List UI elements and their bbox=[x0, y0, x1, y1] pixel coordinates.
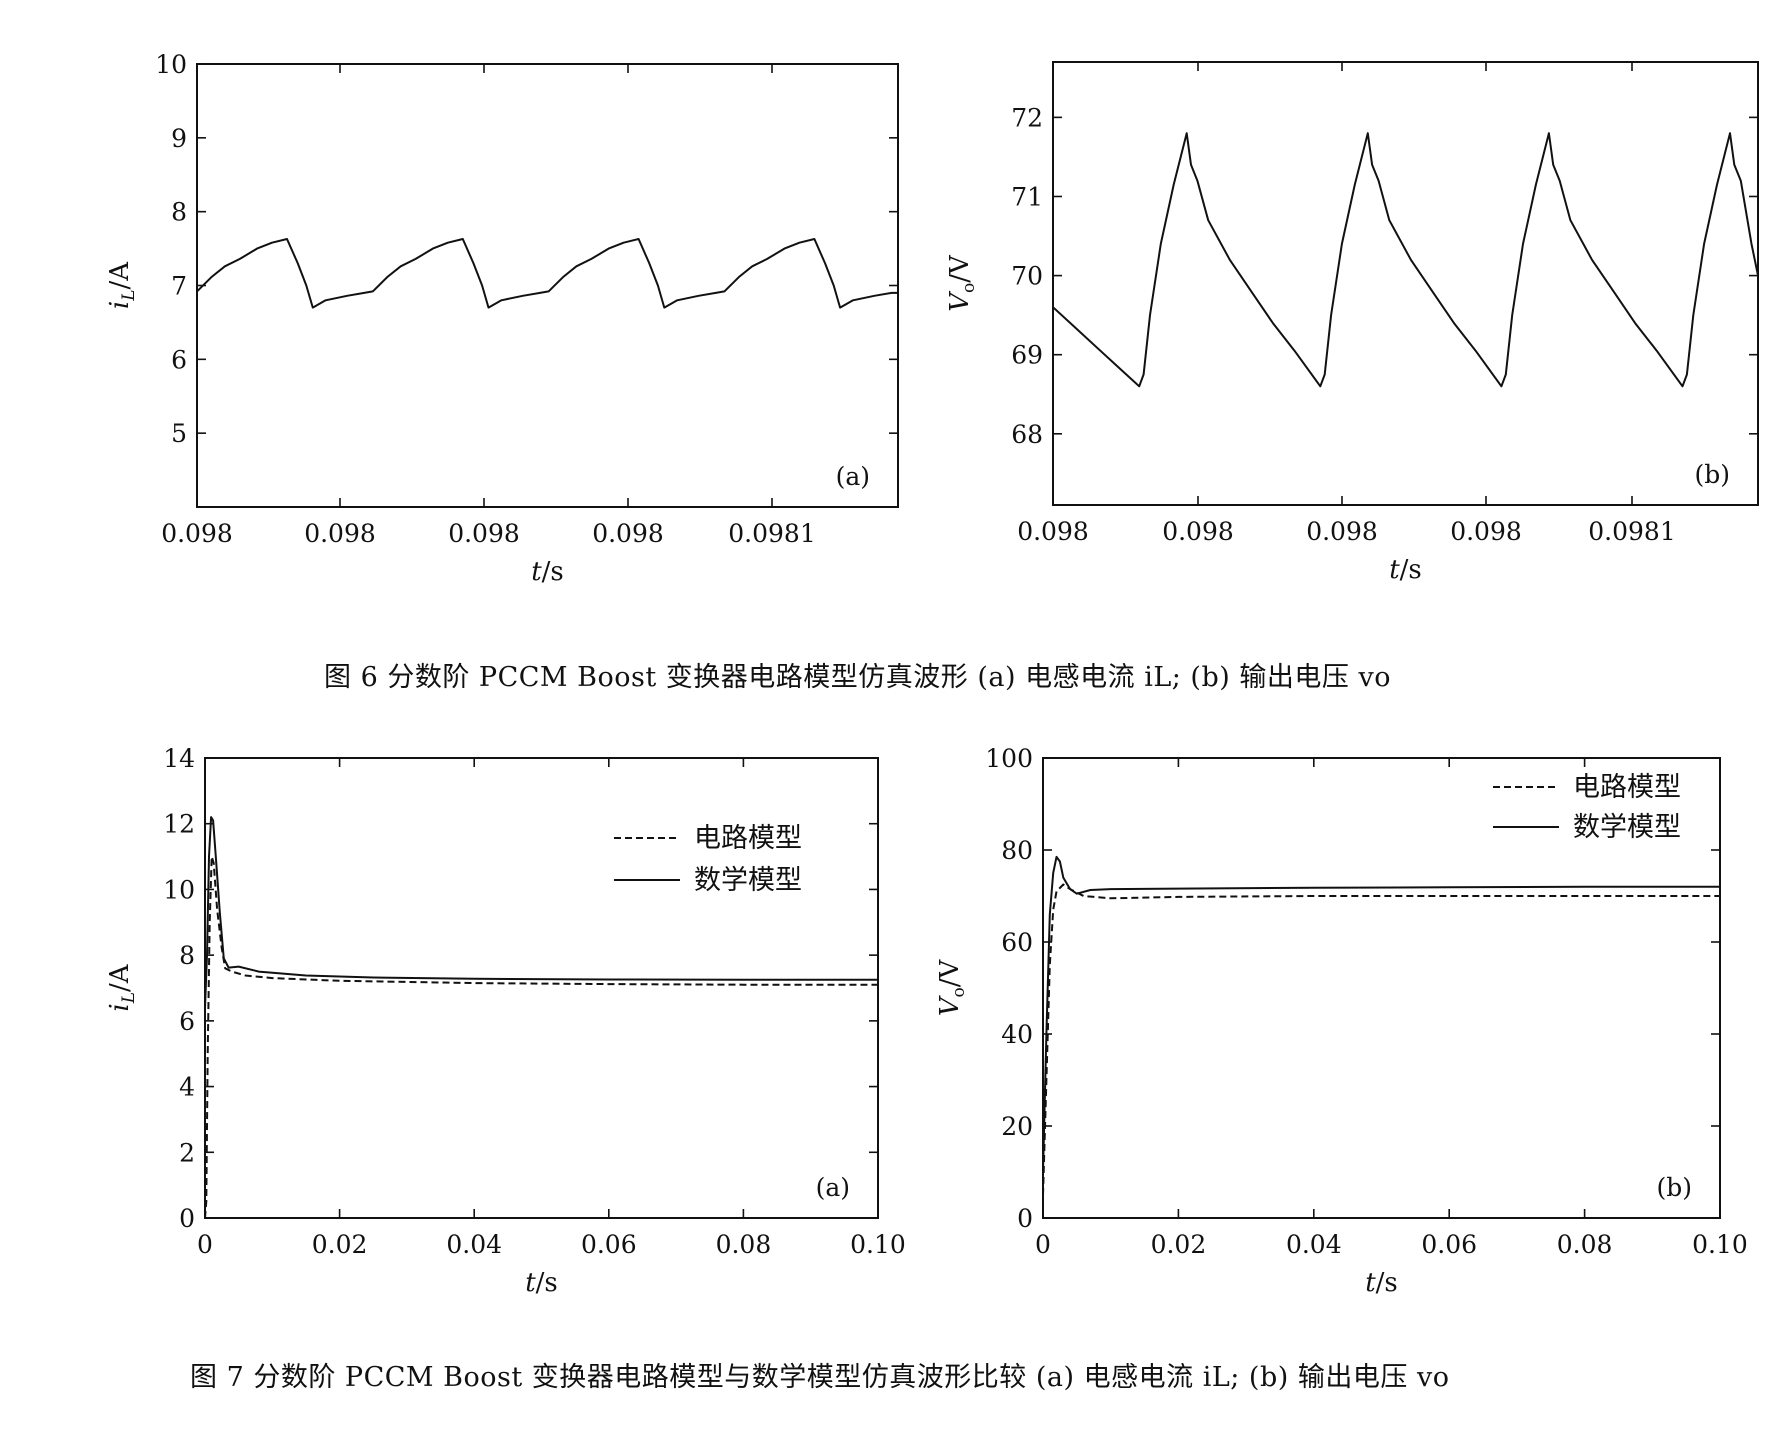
x-tick-label: 0.0981 bbox=[728, 519, 815, 548]
figure6-panel-b: 68 69 70 71 72 0.098 0.098 0.098 0.098 0.0981 Vo/V… bbox=[945, 61, 1759, 585]
x-tick-label: 0.08 bbox=[1557, 1230, 1613, 1259]
y-tick-label: 68 bbox=[1011, 420, 1043, 449]
x-tick-label: 0.04 bbox=[1286, 1230, 1342, 1259]
x-axis-label: t/s bbox=[1389, 555, 1422, 585]
y-axis-label: Vo/V bbox=[935, 958, 969, 1016]
y-axis-label: iL/A bbox=[105, 261, 139, 309]
y-axis-label: Vo/V bbox=[945, 254, 979, 312]
legend-label: 数学模型 bbox=[1573, 812, 1681, 843]
x-tick-label: 0.098 bbox=[1306, 517, 1378, 546]
y-tick-label: 70 bbox=[1011, 262, 1043, 291]
y-tick-label: 80 bbox=[1001, 836, 1033, 865]
x-tick-label: 0.08 bbox=[716, 1230, 772, 1259]
y-axis-label: iL/A bbox=[105, 963, 139, 1011]
x-tick-label: 0.10 bbox=[850, 1230, 906, 1259]
series-line-1 bbox=[1052, 132, 1759, 388]
y-tick-label: 8 bbox=[171, 198, 187, 227]
series-line-1 bbox=[196, 238, 898, 309]
x-tick-label: 0.098 bbox=[1162, 517, 1234, 546]
series-line-2 bbox=[204, 816, 878, 1008]
y-tick-label: 6 bbox=[179, 1007, 195, 1036]
legend-label: 电路模型 bbox=[694, 823, 802, 854]
x-axis-label: t/s bbox=[531, 557, 564, 587]
y-tick-label: 71 bbox=[1011, 182, 1043, 211]
x-tick-label: 0.02 bbox=[1151, 1230, 1207, 1259]
series-line-2 bbox=[1042, 855, 1720, 1173]
y-tick-label: 0 bbox=[1017, 1204, 1033, 1233]
x-tick-label: 0.098 bbox=[1450, 517, 1522, 546]
y-tick-label: 10 bbox=[163, 875, 195, 904]
figure6-panel-a: 5 6 7 8 9 10 0.098 0.098 0.098 0.098 0.0981 iL/A t/s… bbox=[105, 50, 899, 587]
x-tick-label: 0.10 bbox=[1692, 1230, 1748, 1259]
y-tick-label: 10 bbox=[155, 50, 187, 79]
y-tick-label: 8 bbox=[179, 941, 195, 970]
figure7-caption: 图 7 分数阶 PCCM Boost 变换器电路模型与数学模型仿真波形比较 (a… bbox=[190, 1362, 1450, 1393]
plot-frame bbox=[196, 63, 899, 508]
x-axis-label: t/s bbox=[525, 1268, 558, 1298]
x-tick-label: 0.098 bbox=[161, 519, 233, 548]
x-axis-label: t/s bbox=[1365, 1268, 1398, 1298]
y-tick-label: 69 bbox=[1011, 341, 1043, 370]
x-tick-label: 0.06 bbox=[581, 1230, 637, 1259]
y-tick-label: 100 bbox=[985, 744, 1033, 773]
panel-label: (a) bbox=[816, 1173, 850, 1202]
figure6-caption: 图 6 分数阶 PCCM Boost 变换器电路模型仿真波形 (a) 电感电流 … bbox=[324, 662, 1391, 693]
panel-label: (b) bbox=[1656, 1173, 1692, 1202]
x-tick-label: 0.02 bbox=[312, 1230, 368, 1259]
y-tick-label: 0 bbox=[179, 1204, 195, 1233]
x-tick-label: 0 bbox=[1035, 1230, 1051, 1259]
x-tick-label: 0.06 bbox=[1421, 1230, 1477, 1259]
figure7-panel-a: 0 2 4 6 8 10 12 14 0 0.02 0.04 0.06 0.08 0.10 iL/A t/s 电… bbox=[105, 744, 906, 1298]
y-tick-label: 14 bbox=[163, 744, 195, 773]
x-tick-label: 0.04 bbox=[446, 1230, 502, 1259]
series-line-1 bbox=[204, 855, 878, 1219]
y-tick-label: 4 bbox=[179, 1073, 195, 1102]
y-tick-label: 5 bbox=[171, 419, 187, 448]
y-tick-label: 12 bbox=[163, 810, 195, 839]
y-tick-label: 20 bbox=[1001, 1112, 1033, 1141]
legend-label: 数学模型 bbox=[694, 865, 802, 896]
y-tick-label: 40 bbox=[1001, 1020, 1033, 1049]
legend-label: 电路模型 bbox=[1573, 772, 1681, 803]
y-tick-label: 60 bbox=[1001, 928, 1033, 957]
y-tick-label: 7 bbox=[171, 272, 187, 301]
y-tick-label: 9 bbox=[171, 124, 187, 153]
y-tick-label: 6 bbox=[171, 345, 187, 374]
panel-label: (a) bbox=[836, 462, 870, 491]
x-tick-label: 0 bbox=[197, 1230, 213, 1259]
x-tick-label: 0.0981 bbox=[1588, 517, 1675, 546]
plot-frame bbox=[1052, 61, 1759, 506]
plot-frame bbox=[1042, 757, 1721, 1219]
y-tick-label: 72 bbox=[1011, 103, 1043, 132]
x-tick-label: 0.098 bbox=[304, 519, 376, 548]
y-tick-label: 2 bbox=[179, 1138, 195, 1167]
x-tick-label: 0.098 bbox=[448, 519, 520, 548]
figure7-panel-b: 0 20 40 60 80 100 0 0.02 0.04 0.06 0.08 0.10 Vo/V t/s… bbox=[935, 744, 1748, 1298]
panel-label: (b) bbox=[1694, 460, 1730, 489]
x-tick-label: 0.098 bbox=[1017, 517, 1089, 546]
series-line-1 bbox=[1042, 883, 1720, 1196]
x-tick-label: 0.098 bbox=[592, 519, 664, 548]
